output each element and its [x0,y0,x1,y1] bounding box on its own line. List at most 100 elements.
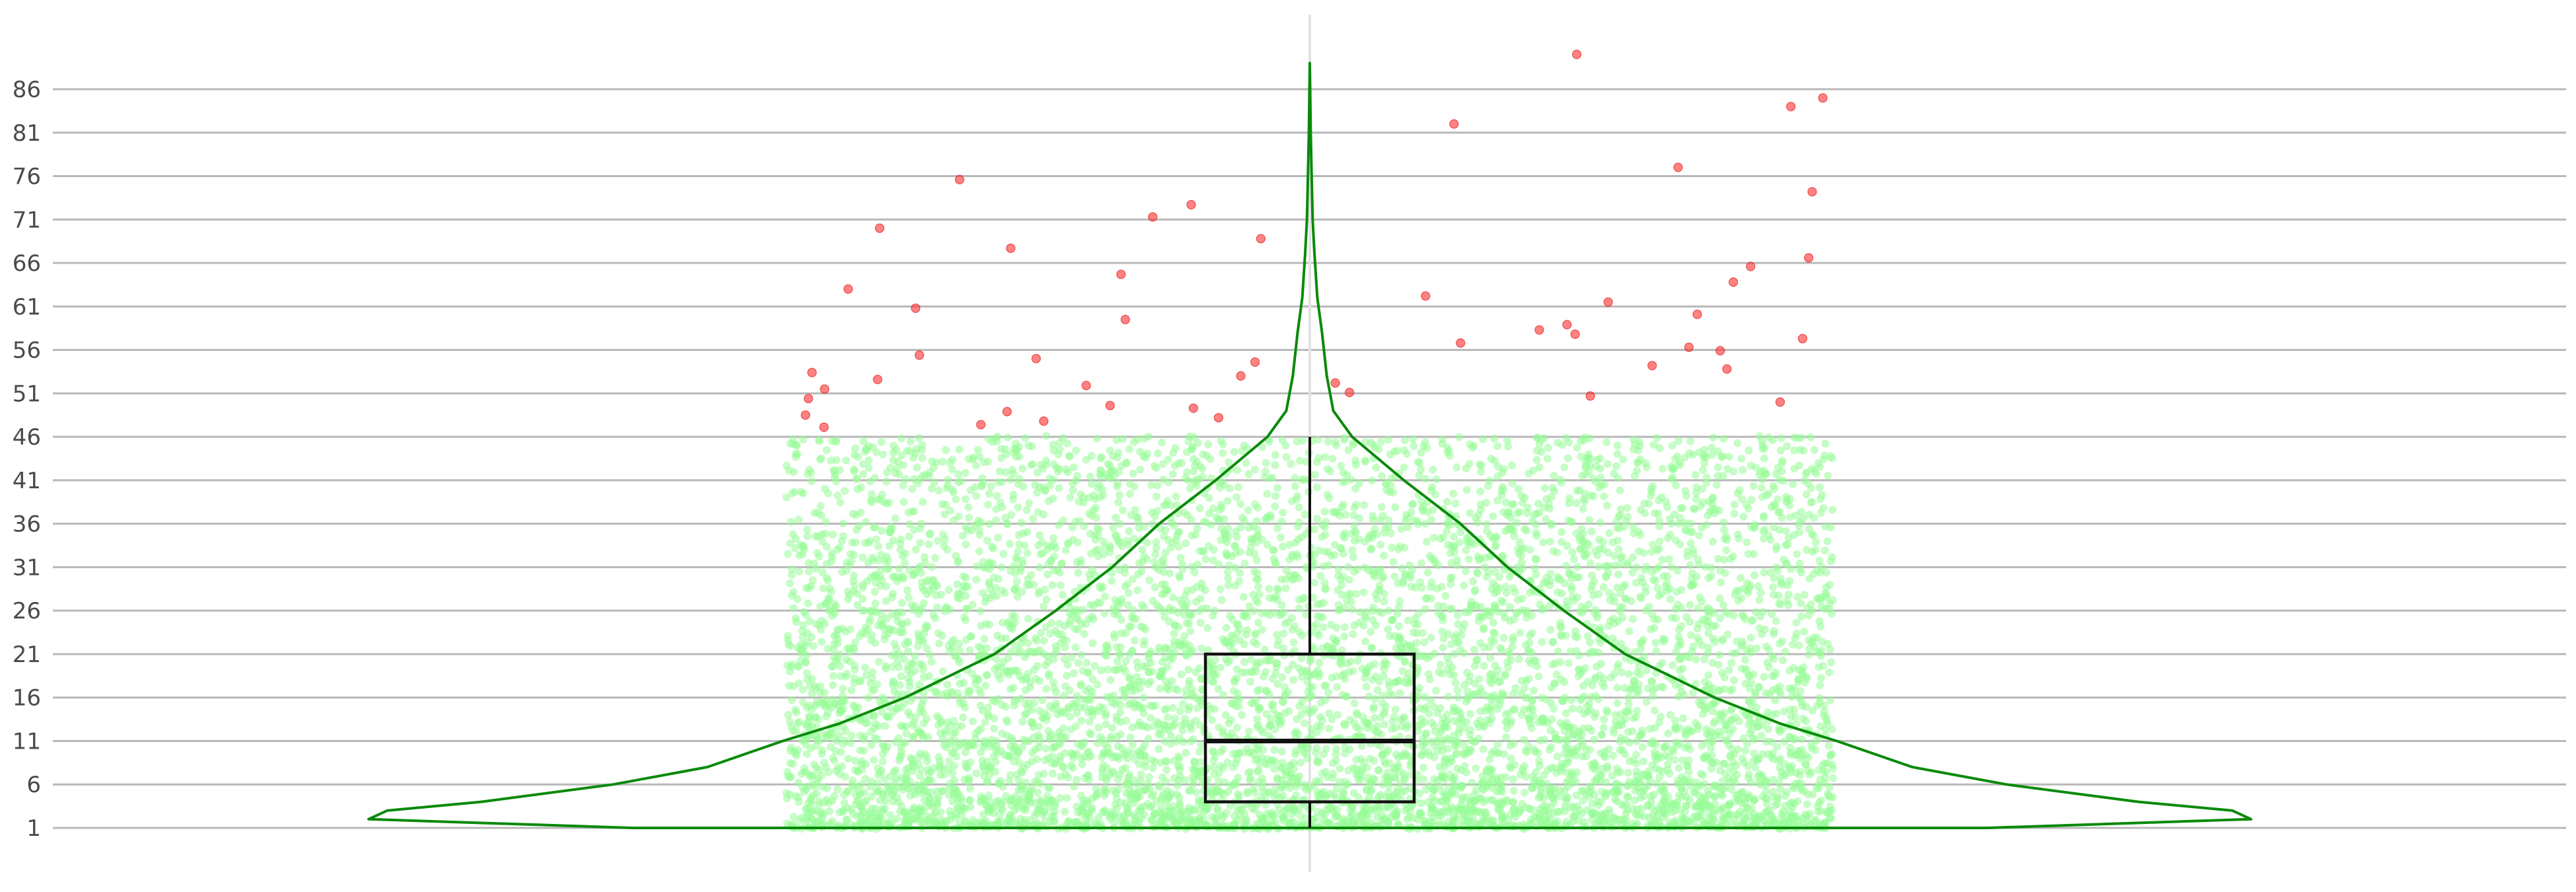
data-point [1157,438,1166,447]
data-point [1462,768,1471,777]
data-point [897,672,905,681]
data-point [1180,611,1189,619]
data-point [952,495,960,503]
data-point [1501,613,1509,622]
data-point [1406,641,1415,650]
data-point [1567,696,1576,704]
data-point [1295,518,1303,527]
data-point [1563,602,1572,610]
data-point [1579,495,1588,503]
data-point [805,617,814,626]
data-point [1207,521,1215,529]
data-point [978,474,987,482]
data-point [890,640,899,648]
data-point [1614,545,1623,554]
data-point [1159,460,1167,468]
data-point [1782,527,1790,535]
data-point [1498,483,1507,492]
data-point [1528,611,1536,620]
data-point [1478,613,1486,621]
data-point [1477,461,1485,470]
data-point [1567,771,1576,780]
data-point [1404,523,1412,531]
data-point [1457,631,1466,640]
data-point [1163,704,1171,713]
data-point [1741,665,1750,673]
data-point [1296,811,1305,820]
data-point [874,542,882,550]
data-point [1093,598,1102,607]
data-point [886,811,894,819]
data-point [1213,804,1222,813]
data-point [1152,538,1161,546]
data-point [966,784,974,793]
data-point [785,579,794,587]
data-point [1583,539,1591,547]
data-point [859,553,867,562]
data-point [1147,481,1155,490]
data-point [1433,747,1441,755]
data-point [804,599,812,607]
data-point [945,757,953,765]
data-point [1655,522,1664,531]
data-point [1582,752,1591,761]
data-point [1347,529,1356,538]
data-point [1620,684,1629,692]
data-point [1175,799,1184,807]
data-point [1476,487,1485,496]
data-point [1221,778,1229,786]
data-point [1692,495,1700,503]
data-point [1014,503,1022,511]
data-point [966,632,975,640]
data-point [1549,484,1557,492]
data-point [1196,758,1205,766]
data-point [1413,727,1422,735]
data-point [1473,719,1482,727]
data-point [1568,704,1577,713]
data-point [859,470,867,478]
data-point [1596,638,1605,647]
data-point [1503,437,1512,445]
data-point [1039,602,1048,611]
data-point [1301,719,1309,727]
data-point [1019,529,1027,538]
data-point [1816,681,1824,690]
data-point [1815,556,1824,565]
data-point [1709,719,1718,727]
data-point [789,604,798,613]
data-point [1244,470,1253,478]
data-point [1432,687,1441,695]
data-point [1348,605,1357,614]
data-point [1161,548,1170,557]
data-point [859,460,867,468]
data-point [1701,563,1710,572]
data-point [1222,531,1230,540]
data-point [1610,552,1619,560]
data-point [1729,467,1738,476]
data-point [843,755,852,763]
data-point [1390,572,1399,581]
data-point [1170,629,1178,638]
data-point [1019,802,1028,811]
data-point [1476,684,1485,692]
data-point [900,498,908,506]
data-point [1129,535,1138,543]
data-point [972,492,980,500]
data-point [1388,616,1397,624]
data-point [1061,546,1070,554]
data-point [1084,695,1092,704]
data-point [1049,534,1057,542]
data-point [1738,754,1746,762]
data-point [1659,465,1667,473]
data-point [1515,484,1522,493]
data-point [1168,677,1176,685]
data-point [1653,779,1661,788]
data-point [1688,569,1697,577]
data-point [1287,460,1295,468]
data-point [976,748,985,757]
data-point [859,747,868,755]
data-point [1238,711,1246,720]
data-point [1011,642,1019,650]
data-point [983,537,991,545]
data-point [959,572,968,581]
